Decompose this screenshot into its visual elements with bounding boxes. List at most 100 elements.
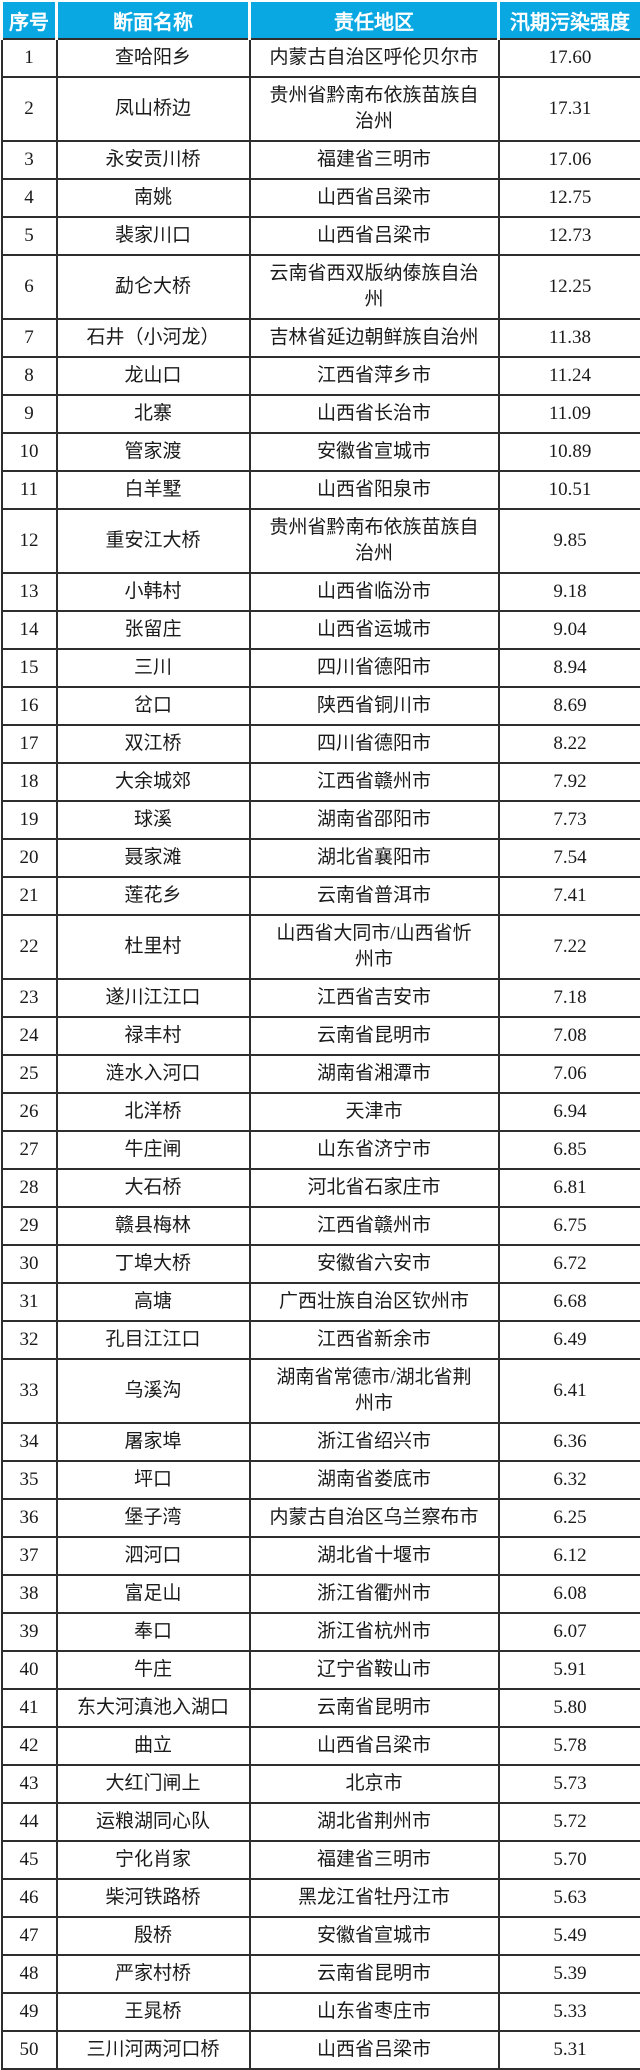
- cell-intensity: 6.68: [499, 1283, 640, 1321]
- cell-section-name: 北洋桥: [57, 1093, 250, 1131]
- cell-rank: 23: [2, 979, 57, 1017]
- cell-section-name: 殷桥: [57, 1917, 250, 1955]
- cell-rank: 16: [2, 687, 57, 725]
- cell-rank: 36: [2, 1499, 57, 1537]
- cell-section-name: 龙山口: [57, 357, 250, 395]
- cell-intensity: 12.25: [499, 255, 640, 319]
- cell-region: 山西省吕梁市: [250, 179, 499, 217]
- cell-intensity: 6.41: [499, 1359, 640, 1423]
- cell-rank: 22: [2, 915, 57, 979]
- cell-section-name: 东大河滇池入湖口: [57, 1689, 250, 1727]
- cell-rank: 24: [2, 1017, 57, 1055]
- cell-section-name: 永安贡川桥: [57, 141, 250, 179]
- cell-region: 四川省德阳市: [250, 725, 499, 763]
- cell-section-name: 堡子湾: [57, 1499, 250, 1537]
- cell-region: 黑龙江省牡丹江市: [250, 1879, 499, 1917]
- cell-intensity: 6.72: [499, 1245, 640, 1283]
- cell-rank: 19: [2, 801, 57, 839]
- cell-rank: 5: [2, 217, 57, 255]
- cell-region: 山西省吕梁市: [250, 1727, 499, 1765]
- cell-rank: 39: [2, 1613, 57, 1651]
- cell-section-name: 查哈阳乡: [57, 39, 250, 77]
- cell-region: 山西省大同市/山西省忻州市: [250, 915, 499, 979]
- cell-section-name: 裴家川口: [57, 217, 250, 255]
- cell-region: 山西省运城市: [250, 611, 499, 649]
- cell-section-name: 曲立: [57, 1727, 250, 1765]
- cell-section-name: 张留庄: [57, 611, 250, 649]
- cell-intensity: 5.80: [499, 1689, 640, 1727]
- cell-intensity: 7.54: [499, 839, 640, 877]
- cell-section-name: 严家村桥: [57, 1955, 250, 1993]
- cell-region: 内蒙古自治区乌兰察布市: [250, 1499, 499, 1537]
- cell-rank: 18: [2, 763, 57, 801]
- cell-rank: 42: [2, 1727, 57, 1765]
- cell-region: 山西省阳泉市: [250, 471, 499, 509]
- cell-intensity: 12.73: [499, 217, 640, 255]
- cell-rank: 32: [2, 1321, 57, 1359]
- cell-section-name: 聂家滩: [57, 839, 250, 877]
- cell-intensity: 7.41: [499, 877, 640, 915]
- cell-region: 福建省三明市: [250, 141, 499, 179]
- cell-rank: 10: [2, 433, 57, 471]
- cell-region: 湖北省襄阳市: [250, 839, 499, 877]
- cell-region: 山西省吕梁市: [250, 217, 499, 255]
- cell-section-name: 牛庄闸: [57, 1131, 250, 1169]
- cell-rank: 44: [2, 1803, 57, 1841]
- cell-section-name: 杜里村: [57, 915, 250, 979]
- cell-intensity: 5.63: [499, 1879, 640, 1917]
- cell-intensity: 6.25: [499, 1499, 640, 1537]
- cell-intensity: 5.49: [499, 1917, 640, 1955]
- cell-intensity: 7.92: [499, 763, 640, 801]
- cell-rank: 27: [2, 1131, 57, 1169]
- cell-rank: 46: [2, 1879, 57, 1917]
- cell-intensity: 7.22: [499, 915, 640, 979]
- cell-region: 江西省萍乡市: [250, 357, 499, 395]
- cell-rank: 45: [2, 1841, 57, 1879]
- cell-section-name: 赣县梅林: [57, 1207, 250, 1245]
- cell-section-name: 禄丰村: [57, 1017, 250, 1055]
- cell-section-name: 白羊墅: [57, 471, 250, 509]
- cell-rank: 13: [2, 573, 57, 611]
- cell-region: 天津市: [250, 1093, 499, 1131]
- cell-section-name: 孔目江江口: [57, 1321, 250, 1359]
- cell-section-name: 屠家埠: [57, 1423, 250, 1461]
- cell-section-name: 大余城郊: [57, 763, 250, 801]
- header-intensity: 汛期污染强度: [499, 1, 640, 39]
- cell-region: 四川省德阳市: [250, 649, 499, 687]
- cell-intensity: 6.85: [499, 1131, 640, 1169]
- cell-region: 湖南省湘潭市: [250, 1055, 499, 1093]
- cell-section-name: 北寨: [57, 395, 250, 433]
- cell-rank: 34: [2, 1423, 57, 1461]
- cell-intensity: 11.24: [499, 357, 640, 395]
- cell-section-name: 岔口: [57, 687, 250, 725]
- cell-region: 福建省三明市: [250, 1841, 499, 1879]
- cell-rank: 17: [2, 725, 57, 763]
- cell-region: 广西壮族自治区钦州市: [250, 1283, 499, 1321]
- cell-section-name: 石井（小河龙）: [57, 319, 250, 357]
- cell-region: 湖南省邵阳市: [250, 801, 499, 839]
- cell-region: 山东省枣庄市: [250, 1993, 499, 2031]
- cell-region: 浙江省杭州市: [250, 1613, 499, 1651]
- cell-rank: 29: [2, 1207, 57, 1245]
- cell-region: 山西省长治市: [250, 395, 499, 433]
- cell-region: 云南省昆明市: [250, 1017, 499, 1055]
- cell-rank: 26: [2, 1093, 57, 1131]
- cell-section-name: 丁埠大桥: [57, 1245, 250, 1283]
